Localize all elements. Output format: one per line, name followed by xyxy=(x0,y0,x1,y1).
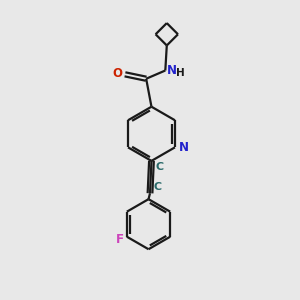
Text: N: N xyxy=(179,141,189,154)
Text: F: F xyxy=(116,233,124,246)
Text: C: C xyxy=(155,162,163,172)
Text: O: O xyxy=(112,67,122,80)
Text: N: N xyxy=(167,64,177,77)
Text: C: C xyxy=(154,182,162,192)
Text: H: H xyxy=(176,68,185,78)
